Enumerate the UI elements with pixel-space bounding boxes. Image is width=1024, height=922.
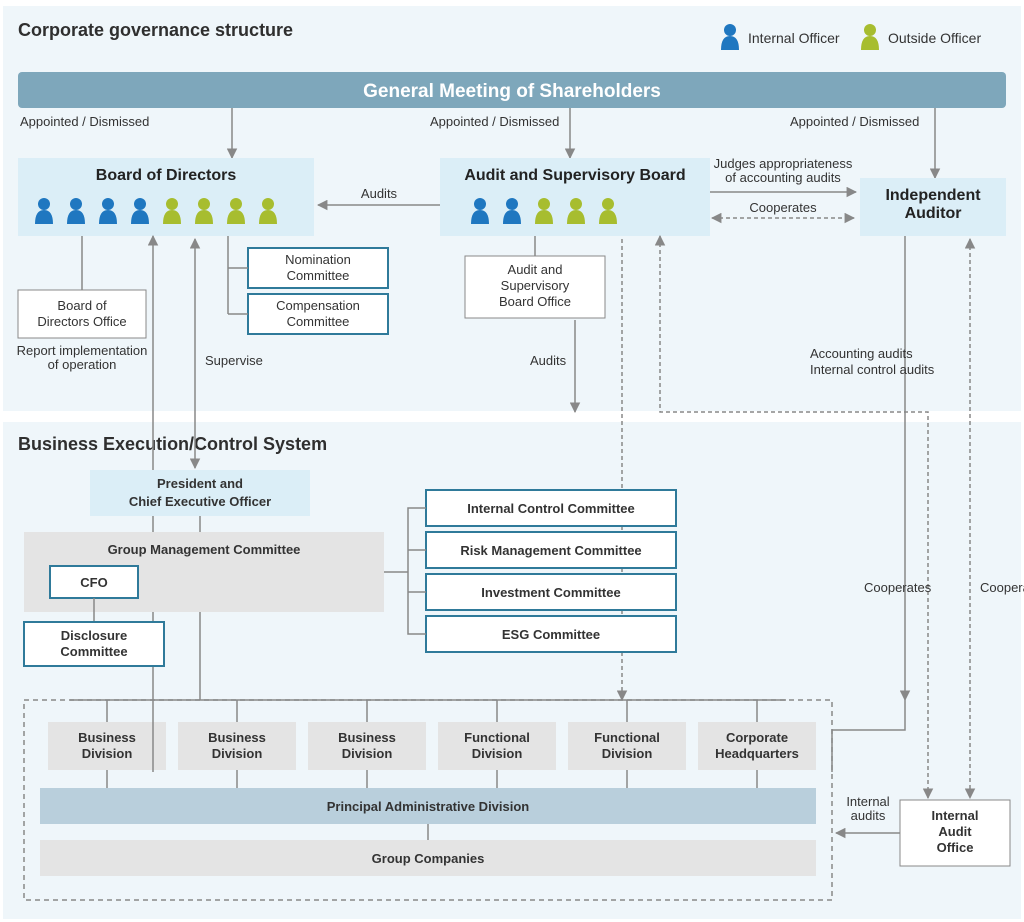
svg-text:Appointed / Dismissed: Appointed / Dismissed [430,114,559,129]
svg-text:Cooperates: Cooperates [980,580,1024,595]
svg-text:audits: audits [851,808,886,823]
svg-text:Internal Officer: Internal Officer [748,30,840,46]
svg-text:Supervise: Supervise [205,353,263,368]
svg-text:Office: Office [937,840,974,855]
svg-text:Internal Control Committee: Internal Control Committee [467,501,635,516]
svg-text:of operation: of operation [48,357,117,372]
svg-text:Audits: Audits [530,353,567,368]
svg-text:Appointed / Dismissed: Appointed / Dismissed [790,114,919,129]
svg-text:Division: Division [472,746,523,761]
svg-text:Group Management Committee: Group Management Committee [108,542,301,557]
board-of-directors: Board of Directors [18,158,314,236]
svg-text:Functional: Functional [594,730,660,745]
svg-text:Division: Division [602,746,653,761]
svg-text:Compensation: Compensation [276,298,360,313]
svg-text:Board of Directors: Board of Directors [96,167,237,184]
svg-text:Internal control audits: Internal control audits [810,362,935,377]
svg-text:Nomination: Nomination [285,252,351,267]
svg-text:Business: Business [338,730,396,745]
svg-text:Division: Division [82,746,133,761]
svg-text:Cooperates: Cooperates [749,200,817,215]
svg-text:Directors Office: Directors Office [37,314,126,329]
svg-text:Committee: Committee [60,644,127,659]
svg-text:Board of: Board of [57,298,107,313]
svg-text:Chief Executive Officer: Chief Executive Officer [129,494,271,509]
svg-text:Audit and: Audit and [508,262,563,277]
svg-text:Principal Administrative Divis: Principal Administrative Division [327,799,530,814]
svg-text:Division: Division [212,746,263,761]
svg-text:of accounting audits: of accounting audits [725,170,841,185]
svg-text:Audit: Audit [938,824,972,839]
svg-text:Internal: Internal [846,794,889,809]
svg-text:President and: President and [157,476,243,491]
svg-text:Audits: Audits [361,186,398,201]
svg-text:Outside Officer: Outside Officer [888,30,981,46]
svg-text:Audit and Supervisory Board: Audit and Supervisory Board [464,167,685,184]
svg-text:Report implementation: Report implementation [17,343,148,358]
shareholders-banner-label: General Meeting of Shareholders [363,81,661,102]
svg-text:Corporate: Corporate [726,730,788,745]
svg-text:Business: Business [78,730,136,745]
svg-text:Committee: Committee [287,268,350,283]
svg-text:Appointed / Dismissed: Appointed / Dismissed [20,114,149,129]
svg-text:Internal: Internal [932,808,979,823]
svg-text:Judges appropriateness: Judges appropriateness [714,156,853,171]
svg-text:Supervisory: Supervisory [501,278,570,293]
svg-text:Division: Division [342,746,393,761]
svg-text:Cooperates: Cooperates [864,580,932,595]
svg-text:Headquarters: Headquarters [715,746,799,761]
svg-text:Accounting audits: Accounting audits [810,346,913,361]
audit-supervisory-board: Audit and Supervisory Board [440,158,710,236]
svg-text:Functional: Functional [464,730,530,745]
svg-text:Business: Business [208,730,266,745]
svg-text:ESG Committee: ESG Committee [502,627,600,642]
svg-text:CFO: CFO [80,575,107,590]
svg-text:Board Office: Board Office [499,294,571,309]
svg-text:Committee: Committee [287,314,350,329]
bottom-title: Business Execution/Control System [18,434,327,454]
svg-text:Independent: Independent [885,187,981,204]
svg-text:Risk Management Committee: Risk Management Committee [460,543,641,558]
independent-auditor: Independent Auditor [860,178,1006,236]
svg-text:Group Companies: Group Companies [372,851,485,866]
top-title: Corporate governance structure [18,20,293,40]
svg-text:Investment Committee: Investment Committee [481,585,620,600]
svg-text:Auditor: Auditor [905,205,962,222]
svg-text:Disclosure: Disclosure [61,628,127,643]
